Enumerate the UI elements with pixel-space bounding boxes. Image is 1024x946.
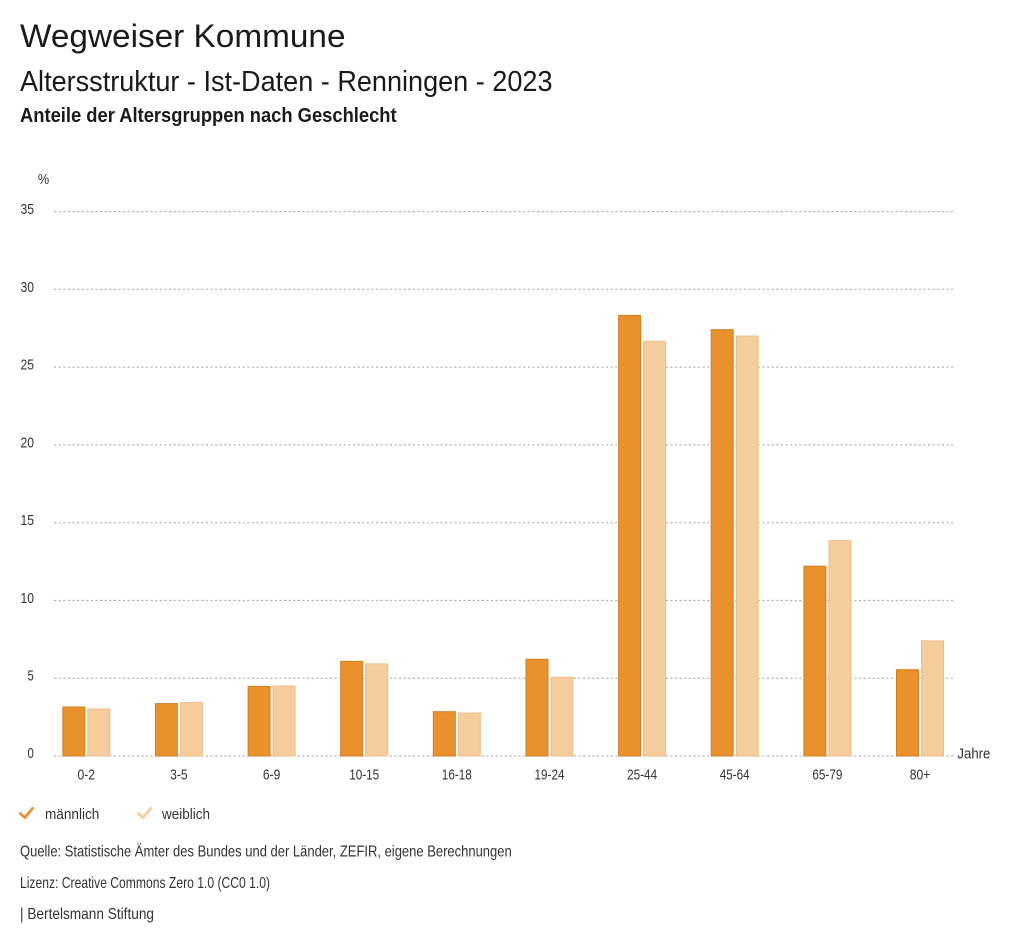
svg-text:45-64: 45-64 <box>720 766 750 783</box>
svg-text:20: 20 <box>21 434 35 451</box>
svg-text:30: 30 <box>21 279 35 296</box>
svg-text:0: 0 <box>28 745 34 762</box>
svg-text:Lizenz: Creative Commons Zero: Lizenz: Creative Commons Zero 1.0 (CC0 1… <box>20 875 270 892</box>
svg-text:Jahre: Jahre <box>957 746 990 763</box>
svg-text:35: 35 <box>21 201 35 218</box>
svg-text:15: 15 <box>21 512 35 529</box>
svg-text:25: 25 <box>21 357 35 374</box>
svg-text:25-44: 25-44 <box>627 766 657 783</box>
svg-text:Wegweiser Kommune: Wegweiser Kommune <box>20 18 346 54</box>
svg-text:%: % <box>38 171 49 188</box>
svg-text:Quelle: Statistische Ämter des: Quelle: Statistische Ämter des Bundes un… <box>20 843 512 861</box>
svg-text:10-15: 10-15 <box>349 766 379 783</box>
svg-text:65-79: 65-79 <box>812 766 842 783</box>
svg-text:weiblich: weiblich <box>161 806 210 823</box>
svg-text:5: 5 <box>28 668 34 685</box>
svg-text:3-5: 3-5 <box>170 766 188 783</box>
svg-text:16-18: 16-18 <box>442 766 472 783</box>
svg-text:Altersstruktur - Ist-Daten - R: Altersstruktur - Ist-Daten - Renningen -… <box>20 66 553 98</box>
svg-text:80+: 80+ <box>910 766 931 783</box>
svg-text:0-2: 0-2 <box>78 766 96 783</box>
svg-text:6-9: 6-9 <box>263 766 281 783</box>
svg-text:Anteile der Altersgruppen nach: Anteile der Altersgruppen nach Geschlech… <box>20 105 397 127</box>
svg-text:19-24: 19-24 <box>535 766 565 783</box>
svg-text:| Bertelsmann Stiftung: | Bertelsmann Stiftung <box>20 906 154 923</box>
svg-text:männlich: männlich <box>45 806 99 823</box>
svg-text:10: 10 <box>21 590 35 607</box>
